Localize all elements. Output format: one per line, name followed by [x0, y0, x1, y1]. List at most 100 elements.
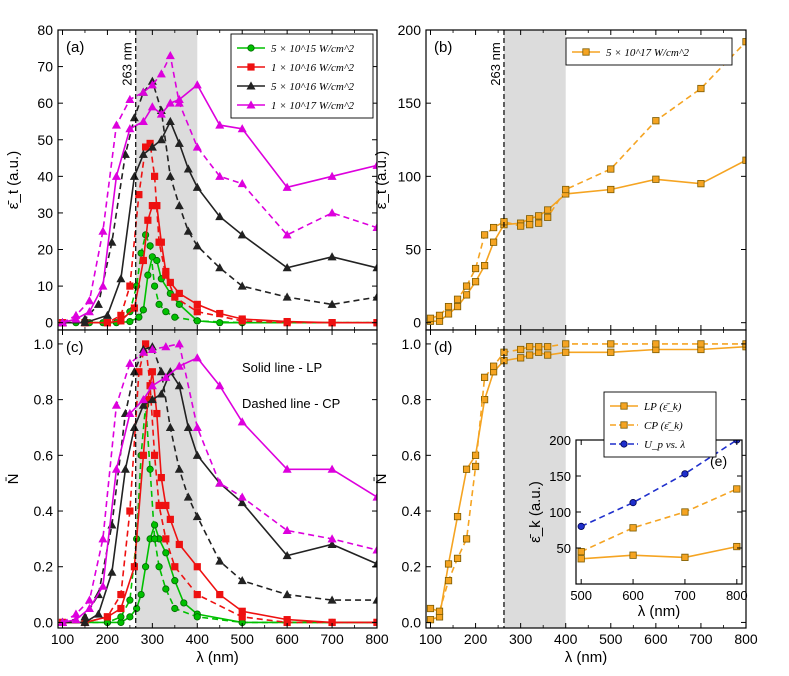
- data-point: [155, 238, 163, 246]
- data-point: [490, 223, 498, 232]
- y-tick-label: 0.2: [402, 559, 422, 575]
- data-point: [192, 450, 202, 459]
- data-point: [126, 507, 134, 515]
- y-tick-label: 70: [37, 59, 53, 75]
- legend-marker: [247, 44, 255, 52]
- data-point: [607, 348, 615, 356]
- x-tick-label: 500: [231, 631, 255, 647]
- y-tick-label: 1.0: [34, 336, 54, 352]
- data-point: [174, 138, 184, 147]
- data-point: [607, 165, 615, 173]
- data-point: [133, 604, 141, 613]
- data-point: [137, 590, 145, 599]
- data-point: [156, 389, 166, 398]
- data-point: [444, 310, 453, 318]
- x-axis-label: λ (nm): [565, 649, 608, 666]
- data-point: [156, 109, 166, 118]
- data-point: [215, 120, 225, 129]
- data-point: [237, 179, 247, 188]
- data-point: [577, 555, 585, 563]
- series-line: [430, 343, 746, 613]
- data-point: [135, 313, 143, 321]
- data-point: [171, 563, 179, 571]
- legend-marker: [620, 421, 628, 429]
- data-point: [126, 317, 134, 326]
- data-point: [426, 616, 435, 624]
- data-point: [238, 317, 246, 325]
- data-point: [126, 613, 134, 621]
- x-tick-label: 100: [419, 631, 443, 647]
- data-point: [171, 604, 179, 613]
- panel-label: (b): [434, 39, 452, 56]
- data-point: [282, 230, 292, 239]
- x-axis-label: λ (nm): [196, 649, 239, 666]
- legend-label: 5 × 10^17 W/cm^2: [606, 47, 689, 59]
- y-axis-label: ε̄_k (a.u.): [527, 481, 544, 543]
- data-point: [237, 230, 247, 239]
- legend-label: U_p vs. λ: [644, 439, 685, 451]
- x-tick-label: 100: [51, 631, 75, 647]
- data-point: [98, 226, 108, 235]
- y-tick-label: 80: [37, 22, 53, 38]
- panel-b: 0 50 100 150 200 (b) ε̄_t (a.u.) 263 nm 5 × 10^1…: [373, 22, 747, 331]
- data-point: [681, 553, 689, 561]
- data-point: [526, 343, 534, 351]
- data-point: [98, 281, 108, 290]
- y-tick-label: 40: [37, 168, 53, 184]
- x-tick-label: 400: [186, 631, 210, 647]
- data-point: [215, 171, 225, 180]
- data-point: [697, 84, 705, 93]
- data-point: [84, 595, 94, 604]
- data-point: [165, 171, 175, 180]
- x-axis-label: λ (nm): [638, 603, 681, 620]
- data-point: [111, 400, 121, 409]
- data-point: [147, 102, 157, 111]
- data-point: [117, 613, 125, 621]
- data-point: [562, 340, 570, 348]
- data-point: [372, 292, 377, 301]
- y-tick-label: 200: [398, 22, 422, 38]
- data-point: [156, 69, 166, 78]
- x-tick-label: 700: [674, 588, 696, 603]
- data-point: [130, 304, 138, 312]
- legend: LP (ε̄_k) CP (ε̄_k) U_p vs. λ: [603, 391, 717, 458]
- data-point: [80, 314, 90, 323]
- data-point: [84, 307, 94, 316]
- y-axis-label: N̄: [373, 474, 390, 485]
- y-tick-label: 0.8: [402, 392, 422, 408]
- legend-marker: [620, 440, 628, 448]
- data-point: [372, 492, 377, 501]
- panel-label: (a): [66, 39, 84, 56]
- series-line: [580, 488, 738, 553]
- data-point: [216, 319, 224, 327]
- data-point: [526, 351, 534, 359]
- data-point: [733, 542, 741, 551]
- vline-annotation: 263 nm: [488, 42, 503, 85]
- legend-label: LP (ε̄_k): [643, 401, 682, 413]
- series-line: [62, 370, 377, 624]
- data-point: [175, 300, 183, 308]
- y-tick-label: 1.0: [402, 336, 422, 352]
- series-line: [62, 405, 377, 624]
- data-point: [139, 306, 147, 314]
- data-point: [171, 293, 179, 301]
- data-point: [150, 521, 159, 529]
- data-point: [681, 508, 689, 516]
- data-point: [471, 278, 480, 286]
- legend-marker: [246, 100, 256, 109]
- y-tick-label: 0.2: [34, 559, 54, 575]
- data-point: [681, 470, 689, 478]
- data-point: [426, 314, 435, 322]
- data-point: [193, 613, 201, 621]
- data-point: [120, 464, 130, 473]
- data-point: [629, 551, 637, 559]
- series-group: [577, 440, 741, 563]
- data-point: [238, 613, 246, 621]
- x-tick-label: 500: [570, 588, 592, 603]
- panel-c: 100 200 300 400 500 600 700 800 0.0 0.2 0.4 0.6 0.8 1…: [5, 329, 389, 666]
- data-point: [165, 116, 175, 125]
- data-point: [156, 367, 166, 376]
- x-tick-label: 300: [509, 631, 533, 647]
- data-point: [139, 256, 147, 265]
